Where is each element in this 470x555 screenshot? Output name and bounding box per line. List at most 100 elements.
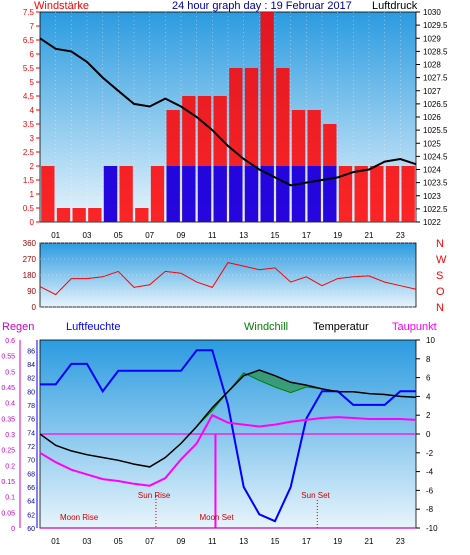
x-tick-label: 17 (302, 537, 311, 546)
direction-tick-label: 360 (23, 239, 37, 248)
left-tick-label: 7.5 (23, 8, 35, 17)
temperature-tick-label: -2 (426, 449, 434, 458)
temperature-tick-label: 0 (426, 430, 431, 439)
x-tick-label: 03 (83, 231, 92, 240)
pressure-label: Luftdruck (372, 0, 418, 12)
rain-tick-label: 0.5 (5, 369, 15, 376)
temperature-tick-label: -10 (426, 524, 438, 533)
rain-tick-label: 0.6 (5, 338, 15, 345)
gust-bar (354, 166, 368, 222)
average-wind-bar (182, 166, 196, 222)
left-tick-label: 1 (30, 190, 35, 199)
legend-dewpoint: Taupunkt (392, 321, 437, 333)
legend-temperature: Temperatur (313, 321, 369, 333)
compass-label: O (436, 286, 445, 298)
x-tick-label: 19 (333, 231, 342, 240)
temperature-tick-label: 8 (426, 355, 431, 364)
legend-rain: Regen (2, 321, 34, 333)
right-tick-label: 1027 (423, 87, 441, 96)
sun-set-label: Sun Set (301, 491, 330, 500)
average-wind-bar (276, 166, 290, 222)
rain-tick-label: 0.25 (1, 448, 15, 455)
right-tick-label: 1028 (423, 61, 441, 70)
humidity-tick-label: 64 (27, 499, 35, 506)
left-tick-label: 3 (30, 134, 35, 143)
right-tick-label: 1024.5 (423, 152, 448, 161)
humidity-tick-label: 66 (27, 485, 35, 492)
rain-tick-label: 0.15 (1, 479, 15, 486)
x-tick-label: 03 (83, 537, 92, 546)
temperature-tick-label: 2 (426, 411, 431, 420)
right-tick-label: 1029 (423, 34, 441, 43)
compass-label: S (436, 270, 443, 282)
moon-set-label: Moon Set (199, 513, 234, 522)
temperature-line (39, 369, 417, 468)
left-tick-label: 3.5 (23, 120, 35, 129)
humidity-tick-label: 84 (27, 362, 35, 369)
right-tick-label: 1026 (423, 113, 441, 122)
right-tick-label: 1023.5 (423, 179, 448, 188)
x-tick-label: 19 (333, 537, 342, 546)
x-tick-label: 07 (145, 231, 154, 240)
humidity-tick-label: 68 (27, 471, 35, 478)
gust-bar (119, 166, 133, 222)
left-tick-label: 4 (30, 106, 35, 115)
average-wind-bar (244, 166, 259, 222)
x-tick-label: 21 (365, 537, 374, 546)
temperature-tick-label: -4 (426, 468, 434, 477)
rain-tick-label: 0.4 (5, 401, 15, 408)
left-tick-label: 4.5 (23, 92, 35, 101)
right-tick-label: 1029.5 (423, 21, 448, 30)
humidity-tick-label: 76 (27, 417, 35, 424)
gust-bar (150, 166, 165, 222)
left-tick-label: 0 (30, 218, 35, 227)
left-tick-label: 5 (30, 78, 35, 87)
x-tick-label: 23 (396, 537, 405, 546)
gust-bar (135, 208, 149, 222)
humidity-tick-label: 60 (27, 526, 35, 533)
right-tick-label: 1022.5 (423, 205, 448, 214)
humidity-tick-label: 72 (27, 444, 35, 451)
x-tick-label: 13 (239, 537, 248, 546)
direction-tick-label: 270 (23, 255, 37, 264)
average-wind-bar (166, 166, 180, 222)
average-wind-bar (307, 166, 321, 222)
average-wind-bar (291, 166, 306, 222)
x-tick-label: 07 (145, 537, 154, 546)
gust-bar (370, 166, 384, 222)
humidity-tick-label: 74 (27, 430, 35, 437)
gust-bar (72, 208, 86, 222)
right-tick-label: 1023 (423, 192, 441, 201)
x-tick-label: 05 (114, 231, 123, 240)
direction-tick-label: 180 (23, 271, 37, 280)
compass-label: N (436, 238, 444, 250)
left-tick-label: 5.5 (23, 64, 35, 73)
left-tick-label: 1.5 (23, 176, 35, 185)
direction-tick-label: 90 (27, 287, 36, 296)
gust-bar (401, 166, 415, 222)
humidity-tick-label: 82 (27, 376, 35, 383)
left-tick-label: 7 (30, 22, 35, 31)
x-tick-label: 11 (208, 231, 217, 240)
wind-strength-label: Windstärke (34, 0, 89, 12)
gust-bar (56, 208, 71, 222)
rain-tick-label: 0.1 (5, 495, 15, 502)
temperature-tick-label: 4 (426, 392, 431, 401)
x-tick-label: 01 (51, 537, 60, 546)
x-tick-label: 01 (51, 231, 60, 240)
temperature-tick-label: 10 (426, 336, 435, 345)
rain-tick-label: 0.3 (5, 432, 15, 439)
compass-label: N (436, 302, 444, 314)
right-tick-label: 1026.5 (423, 100, 448, 109)
x-tick-label: 21 (365, 231, 374, 240)
humidity-tick-label: 62 (27, 512, 35, 519)
right-tick-label: 1028.5 (423, 47, 448, 56)
average-wind-bar (213, 166, 227, 222)
dewpoint-line (39, 413, 417, 487)
rain-tick-label: 0.35 (1, 416, 15, 423)
right-tick-label: 1025.5 (423, 126, 448, 135)
gust-bar (338, 166, 353, 222)
rain-tick-label: 0.55 (1, 354, 15, 361)
x-tick-label: 09 (177, 537, 186, 546)
